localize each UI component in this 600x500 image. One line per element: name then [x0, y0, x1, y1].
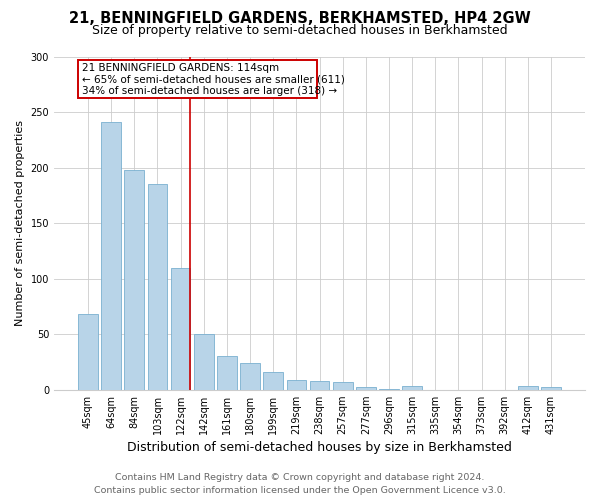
Bar: [148, 184, 167, 390]
X-axis label: Distribution of semi-detached houses by size in Berkhamsted: Distribution of semi-detached houses by …: [127, 441, 512, 454]
Text: Size of property relative to semi-detached houses in Berkhamsted: Size of property relative to semi-detach…: [92, 24, 508, 37]
Text: 21 BENNINGFIELD GARDENS: 114sqm: 21 BENNINGFIELD GARDENS: 114sqm: [82, 62, 279, 72]
Text: ← 65% of semi-detached houses are smaller (611): ← 65% of semi-detached houses are smalle…: [82, 74, 344, 85]
Bar: [518, 386, 538, 390]
Bar: [124, 170, 144, 390]
Bar: [78, 60, 317, 98]
Text: 21, BENNINGFIELD GARDENS, BERKHAMSTED, HP4 2GW: 21, BENNINGFIELD GARDENS, BERKHAMSTED, H…: [69, 11, 531, 26]
Bar: [240, 363, 260, 390]
Bar: [263, 372, 283, 390]
Bar: [217, 356, 237, 390]
Bar: [310, 381, 329, 390]
Bar: [194, 334, 214, 390]
Bar: [402, 386, 422, 390]
Bar: [171, 268, 190, 390]
Text: Contains HM Land Registry data © Crown copyright and database right 2024.
Contai: Contains HM Land Registry data © Crown c…: [94, 474, 506, 495]
Bar: [333, 382, 353, 390]
Bar: [541, 388, 561, 390]
Text: 34% of semi-detached houses are larger (318) →: 34% of semi-detached houses are larger (…: [82, 86, 337, 96]
Y-axis label: Number of semi-detached properties: Number of semi-detached properties: [15, 120, 25, 326]
Bar: [287, 380, 306, 390]
Bar: [78, 314, 98, 390]
Bar: [356, 388, 376, 390]
Bar: [101, 122, 121, 390]
Bar: [379, 388, 399, 390]
